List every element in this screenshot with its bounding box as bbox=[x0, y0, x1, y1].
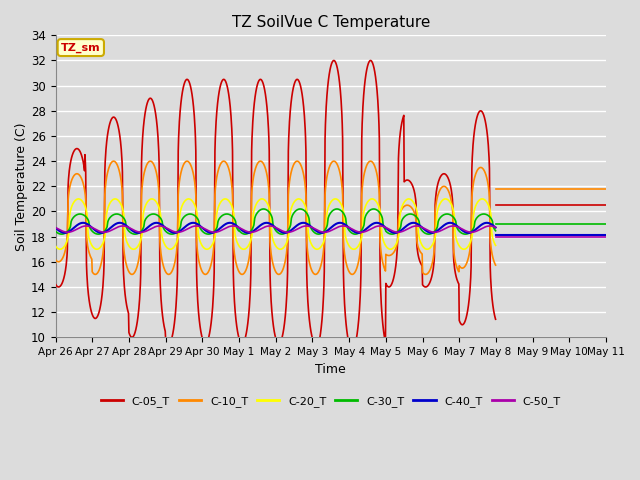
Title: TZ SoilVue C Temperature: TZ SoilVue C Temperature bbox=[232, 15, 430, 30]
Y-axis label: Soil Temperature (C): Soil Temperature (C) bbox=[15, 122, 28, 251]
Text: TZ_sm: TZ_sm bbox=[61, 42, 100, 53]
Legend: C-05_T, C-10_T, C-20_T, C-30_T, C-40_T, C-50_T: C-05_T, C-10_T, C-20_T, C-30_T, C-40_T, … bbox=[96, 391, 565, 411]
X-axis label: Time: Time bbox=[316, 362, 346, 375]
